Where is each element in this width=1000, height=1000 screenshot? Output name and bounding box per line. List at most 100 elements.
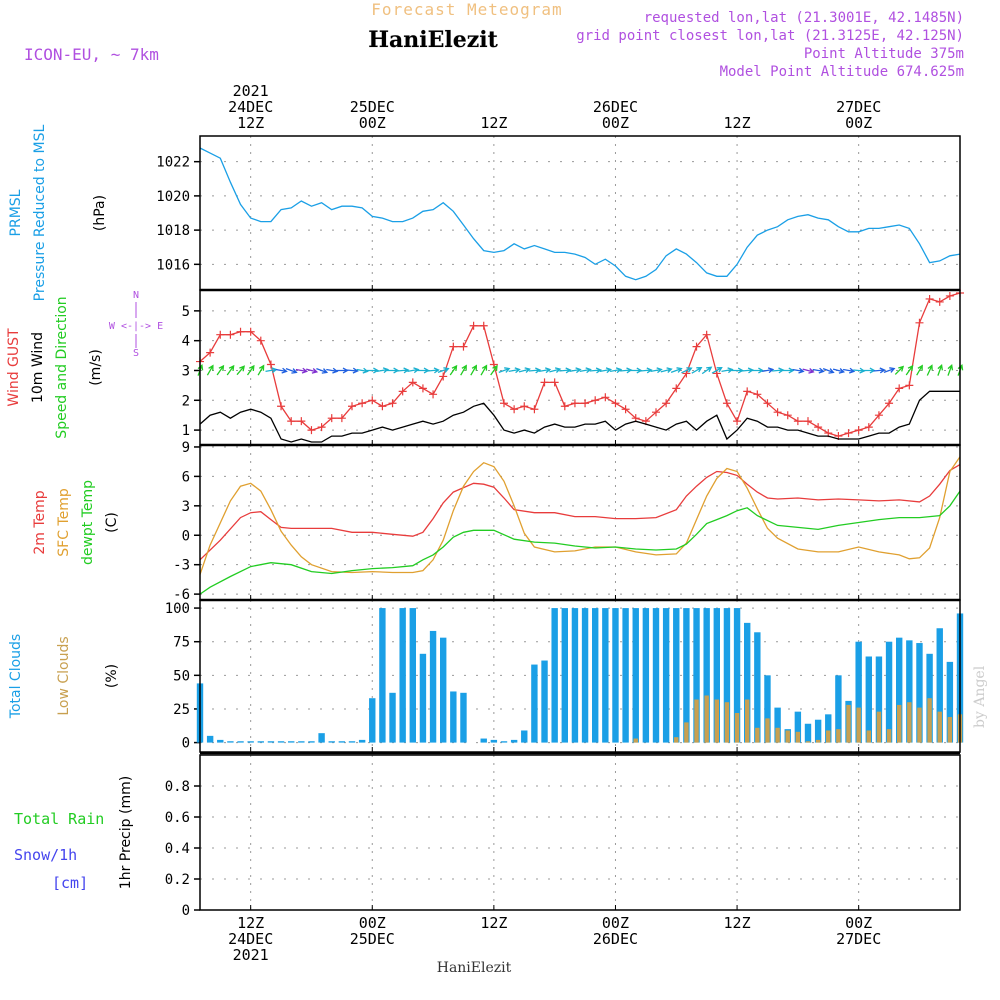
panel-clouds: 0 25 50 75 100 Total Clouds Low Clouds (%)	[8, 599, 964, 753]
bar-total-clouds	[460, 692, 467, 743]
bar-low-clouds	[795, 731, 801, 743]
bar-total-clouds	[825, 714, 832, 743]
wind-direction-arrow	[609, 367, 623, 374]
bar-total-clouds	[602, 608, 609, 743]
bar-total-clouds	[318, 733, 325, 743]
wind-direction-arrow	[306, 368, 319, 374]
y-axis-label: PRMSL	[8, 189, 24, 236]
wind-direction-arrow	[947, 364, 954, 376]
panel-temperature: -6 -3 0 3 6 9 2m Temp SFC Temp dewpt Temp (C)	[32, 440, 961, 603]
gust-point	[408, 378, 417, 387]
gust-point	[327, 414, 336, 423]
wind-direction-arrow	[926, 364, 933, 376]
y-axis-label: Wind GUST	[6, 328, 22, 407]
wind-direction-arrow	[670, 367, 683, 374]
gust-point	[692, 342, 701, 351]
bar-total-clouds	[754, 632, 761, 743]
gust-point	[226, 330, 235, 339]
gust-point	[885, 399, 894, 408]
y-tick-label: 0.8	[165, 779, 190, 795]
gust-point	[469, 321, 478, 330]
y-axis-label: (%)	[104, 664, 120, 688]
bar-total-clouds	[764, 675, 771, 743]
gust-point	[895, 384, 904, 393]
wind-direction-arrow	[449, 364, 458, 376]
bar-total-clouds	[885, 641, 893, 743]
time-label-top: 12Z	[724, 114, 751, 132]
bar-low-clouds	[815, 739, 821, 743]
gust-point	[348, 402, 356, 411]
y-tick-label: 100	[165, 601, 190, 617]
bar-low-clouds	[876, 711, 882, 743]
wind-direction-arrow	[640, 367, 653, 374]
y-axis-label: 10m Wind	[30, 332, 46, 403]
bar-low-clouds	[856, 707, 861, 743]
gust-point	[864, 423, 873, 432]
model-altitude: Model Point Altitude 674.625m	[720, 64, 964, 80]
time-label-top: 25DEC	[350, 98, 395, 116]
wind-direction-arrow	[246, 364, 255, 376]
bar-total-clouds	[369, 698, 376, 743]
bar-total-clouds	[632, 608, 639, 743]
gust-point	[520, 402, 529, 411]
gust-point	[439, 372, 448, 381]
gust-point	[510, 405, 519, 414]
bar-low-clouds	[755, 727, 760, 743]
gust-point	[621, 405, 630, 414]
time-label-bottom: 2021	[233, 946, 269, 964]
gust-point	[216, 330, 225, 339]
bar-total-clouds	[592, 608, 599, 743]
time-label-bottom: 24DEC	[228, 930, 273, 948]
wind-direction-arrow	[508, 367, 521, 374]
compass-north: N	[133, 290, 139, 301]
bar-total-clouds	[399, 608, 406, 743]
y-tick-label: 1022	[156, 155, 190, 171]
gust-point	[256, 336, 265, 345]
y-tick-label: 4	[182, 334, 190, 350]
wind-direction-arrow	[812, 367, 825, 374]
gust-point	[581, 399, 590, 408]
footer-station: HaniElezit	[437, 960, 512, 976]
gust-point	[783, 411, 792, 420]
bar-total-clouds	[247, 741, 254, 743]
gust-point	[915, 318, 924, 327]
wind-direction-arrow	[366, 367, 380, 374]
bar-total-clouds	[571, 608, 579, 743]
y-tick-label: 75	[173, 635, 190, 651]
bar-total-clouds	[440, 637, 447, 743]
wind-direction-arrow	[937, 364, 944, 376]
bar-total-clouds	[703, 608, 710, 743]
gust-point	[935, 297, 944, 306]
gust-point	[388, 399, 397, 408]
bar-total-clouds	[683, 608, 690, 743]
y-tick-label: 0.2	[165, 872, 190, 888]
gust-point	[662, 399, 671, 408]
wind-direction-arrow	[480, 364, 488, 376]
gust-point	[854, 426, 863, 435]
gust-point	[550, 378, 559, 387]
gust-point	[307, 426, 316, 435]
bar-low-clouds	[846, 704, 851, 743]
y-tick-label: 50	[173, 668, 190, 684]
time-label-bottom: 00Z	[602, 914, 629, 932]
bar-total-clouds	[358, 739, 366, 743]
credit-watermark: by Angel	[972, 665, 988, 728]
wind-direction-arrow	[216, 364, 225, 376]
y-tick-label: 5	[182, 304, 190, 320]
bar-total-clouds	[612, 608, 619, 743]
wind-direction-arrow	[802, 368, 815, 374]
bar-low-clouds	[805, 741, 811, 743]
gust-point	[530, 405, 539, 414]
time-label-bottom: 12Z	[237, 914, 264, 932]
bar-low-clouds	[714, 699, 719, 743]
bar-low-clouds	[724, 702, 730, 743]
time-label-bottom: 00Z	[845, 914, 872, 932]
bar-total-clouds	[896, 637, 903, 743]
gust-point	[236, 327, 245, 336]
gust-point	[672, 384, 681, 393]
point-altitude: Point Altitude 375m	[804, 46, 964, 62]
wind-direction-arrow	[407, 367, 420, 374]
